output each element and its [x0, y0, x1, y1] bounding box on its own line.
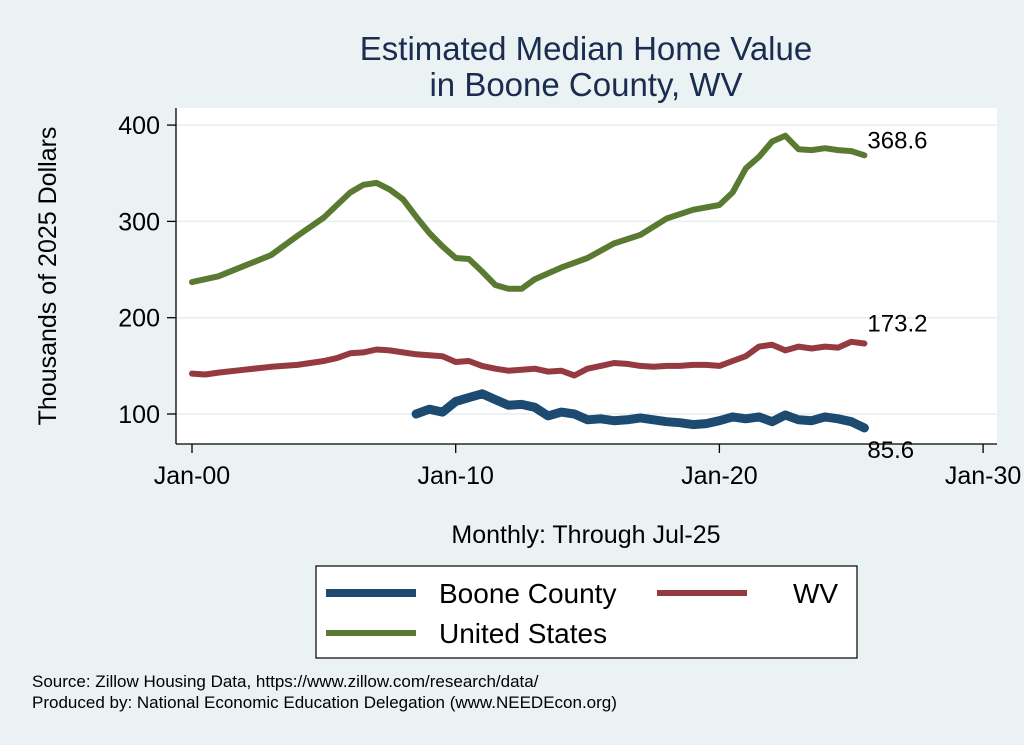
legend-label-wv: WV — [793, 578, 838, 609]
plot-area — [176, 108, 997, 444]
series-line-wv — [189, 338, 868, 379]
y-tick-label-300: 300 — [118, 208, 160, 236]
legend-box — [315, 565, 858, 659]
series-line-boone-county — [411, 389, 869, 433]
x-tick-label-jan-30: Jan-30 — [945, 462, 1021, 490]
y-axis-label: Thousands of 2025 Dollars — [34, 127, 62, 426]
x-tick-label-jan-00: Jan-00 — [154, 462, 230, 490]
series-layer — [189, 132, 869, 433]
x-tick-label-jan-20: Jan-20 — [681, 462, 757, 490]
source-note: Source: Zillow Housing Data, https://www… — [32, 672, 539, 691]
chart-title: Estimated Median Home Value in Boone Cou… — [360, 30, 812, 103]
y-tick-label-400: 400 — [118, 112, 160, 140]
series-line-united-states — [189, 132, 868, 292]
x-ticks: Jan-00 Jan-10 Jan-20 Jan-30 — [154, 444, 1021, 490]
y-ticks: 100 200 300 400 — [118, 112, 176, 429]
end-label-wv: 173.2 — [867, 311, 927, 338]
legend: Boone County WV United States — [315, 565, 858, 659]
title-line-1: Estimated Median Home Value — [360, 30, 812, 67]
end-label-united-states: 368.6 — [867, 127, 927, 154]
x-tick-label-jan-10: Jan-10 — [417, 462, 493, 490]
end-labels: 85.6 173.2 368.6 — [867, 127, 927, 464]
y-tick-label-100: 100 — [118, 401, 160, 429]
legend-label-united-states: United States — [439, 618, 607, 649]
title-line-2: in Boone County, WV — [429, 66, 742, 103]
producer-note: Produced by: National Economic Education… — [32, 693, 617, 712]
legend-label-boone-county: Boone County — [439, 578, 616, 609]
end-label-boone-county: 85.6 — [867, 437, 914, 464]
x-axis-label: Monthly: Through Jul-25 — [451, 521, 720, 549]
y-tick-label-200: 200 — [118, 305, 160, 333]
